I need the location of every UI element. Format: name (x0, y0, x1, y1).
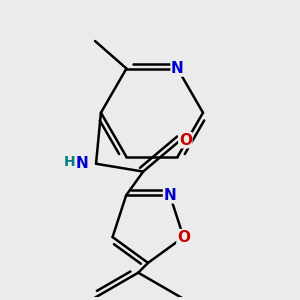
Text: H: H (64, 155, 75, 169)
Text: N: N (164, 188, 176, 203)
Text: O: O (179, 133, 192, 148)
Text: O: O (177, 230, 190, 244)
Text: N: N (76, 156, 89, 171)
Text: N: N (171, 61, 184, 76)
